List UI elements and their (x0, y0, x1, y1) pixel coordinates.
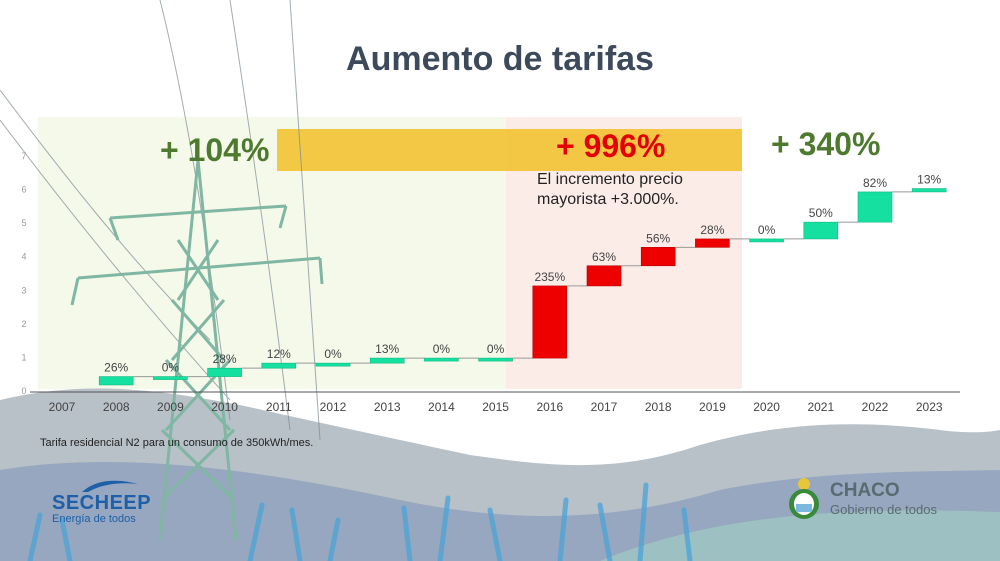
x-tick-label: 2019 (699, 400, 726, 414)
secheep-logo: SECHEEP Energía de todos (52, 480, 152, 525)
waterfall-bar (261, 362, 297, 369)
data-label: 28% (700, 223, 724, 237)
grass-decoration (27, 482, 693, 561)
x-tick-label: 2021 (807, 400, 834, 414)
data-label: 13% (375, 342, 399, 356)
y-tick-label: 1 (21, 352, 26, 362)
data-label: 0% (324, 347, 342, 361)
y-tick-label: 2 (21, 319, 26, 329)
chaco-tagline: Gobierno de todos (830, 501, 937, 517)
x-tick-label: 2014 (428, 400, 455, 414)
data-label: 13% (917, 173, 941, 187)
x-tick-label: 2016 (536, 400, 563, 414)
x-tick-label: 2023 (916, 400, 943, 414)
x-tick-label: 2017 (591, 400, 618, 414)
chaco-emblem-icon (789, 478, 819, 519)
waterfall-bar (857, 191, 893, 223)
x-tick-label: 2010 (211, 400, 238, 414)
data-label: 0% (758, 223, 776, 237)
period2-increase: + 996% (556, 128, 666, 164)
data-label: 26% (104, 361, 128, 375)
page-title: Aumento de tarifas (346, 40, 654, 78)
data-label: 0% (433, 342, 451, 356)
waterfall-bar (749, 238, 784, 243)
x-tick-label: 2022 (862, 400, 889, 414)
x-tick-label: 2011 (266, 400, 292, 414)
waterfall-bar (695, 238, 730, 248)
data-label: 28% (213, 352, 237, 366)
y-tick-label: 4 (21, 252, 26, 262)
data-label: 235% (534, 270, 565, 284)
waterfall-bar (478, 357, 513, 362)
waterfall-bar (532, 285, 568, 359)
data-label: 63% (592, 250, 616, 264)
chaco-logo: CHACO Gobierno de todos (786, 476, 937, 520)
hills-teal (600, 510, 1000, 561)
x-tick-label: 2009 (157, 400, 184, 414)
x-tick-label: 2020 (753, 400, 780, 414)
y-tick-label: 3 (21, 285, 26, 295)
data-label: 56% (646, 231, 670, 245)
waterfall-bar (369, 357, 405, 364)
y-tick-label: 7 (21, 151, 26, 161)
waterfall-bar (640, 247, 676, 267)
waterfall-bar (153, 376, 188, 380)
x-tick-label: 2012 (320, 400, 347, 414)
secheep-brand: SECHEEP (52, 492, 152, 514)
pylon-illustration (70, 159, 324, 541)
y-tick-label: 5 (21, 218, 26, 228)
period1-increase: + 104% (160, 132, 270, 168)
data-label: 0% (487, 342, 505, 356)
secheep-swoosh-icon (82, 480, 138, 492)
period2-note: El incremento precio mayorista +3.000%. (537, 171, 683, 208)
y-tick-label: 0 (21, 386, 26, 396)
data-label: 82% (863, 176, 887, 190)
waterfall-bar (315, 362, 351, 367)
waterfall-bar (586, 265, 622, 287)
chaco-brand: CHACO (830, 479, 900, 501)
data-label: 12% (267, 347, 291, 361)
x-tick-label: 2013 (374, 400, 401, 414)
waterfall-bar (424, 357, 459, 362)
period3-increase: + 340% (771, 126, 881, 162)
highlight-band (277, 129, 742, 171)
x-tick-label: 2015 (482, 400, 509, 414)
data-label: 50% (809, 206, 833, 220)
waterfall-bar (207, 367, 242, 377)
secheep-tagline: Energía de todos (52, 513, 136, 525)
chart-footnote: Tarifa residencial N2 para un consumo de… (40, 437, 314, 449)
data-label: 0% (162, 361, 180, 375)
x-tick-label: 2007 (49, 400, 76, 414)
waterfall-bar (911, 188, 947, 193)
x-tick-label: 2008 (103, 400, 130, 414)
x-tick-label: 2018 (645, 400, 672, 414)
waterfall-bar (803, 221, 839, 240)
waterfall-bar (98, 376, 134, 386)
y-tick-label: 6 (21, 185, 26, 195)
